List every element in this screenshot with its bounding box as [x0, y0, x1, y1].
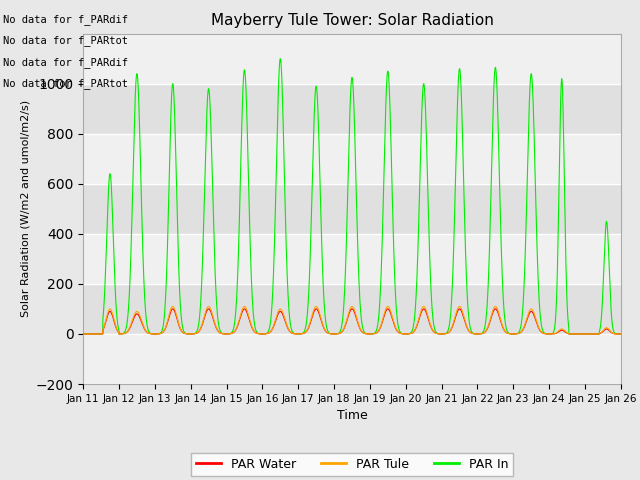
Title: Mayberry Tule Tower: Solar Radiation: Mayberry Tule Tower: Solar Radiation [211, 13, 493, 28]
Text: No data for f_PARdif: No data for f_PARdif [3, 57, 128, 68]
Bar [83, 334, 621, 384]
Bar [83, 284, 621, 334]
X-axis label: Time: Time [337, 409, 367, 422]
Bar [83, 234, 621, 284]
Text: No data for f_PARtot: No data for f_PARtot [3, 78, 128, 89]
Text: No data for f_PARdif: No data for f_PARdif [3, 13, 128, 24]
Y-axis label: Solar Radiation (W/m2 and umol/m2/s): Solar Radiation (W/m2 and umol/m2/s) [20, 100, 30, 317]
Text: No data for f_PARtot: No data for f_PARtot [3, 35, 128, 46]
Bar [83, 34, 621, 84]
Bar [83, 134, 621, 184]
Bar [83, 84, 621, 134]
Legend: PAR Water, PAR Tule, PAR In: PAR Water, PAR Tule, PAR In [191, 453, 513, 476]
Bar [83, 184, 621, 234]
